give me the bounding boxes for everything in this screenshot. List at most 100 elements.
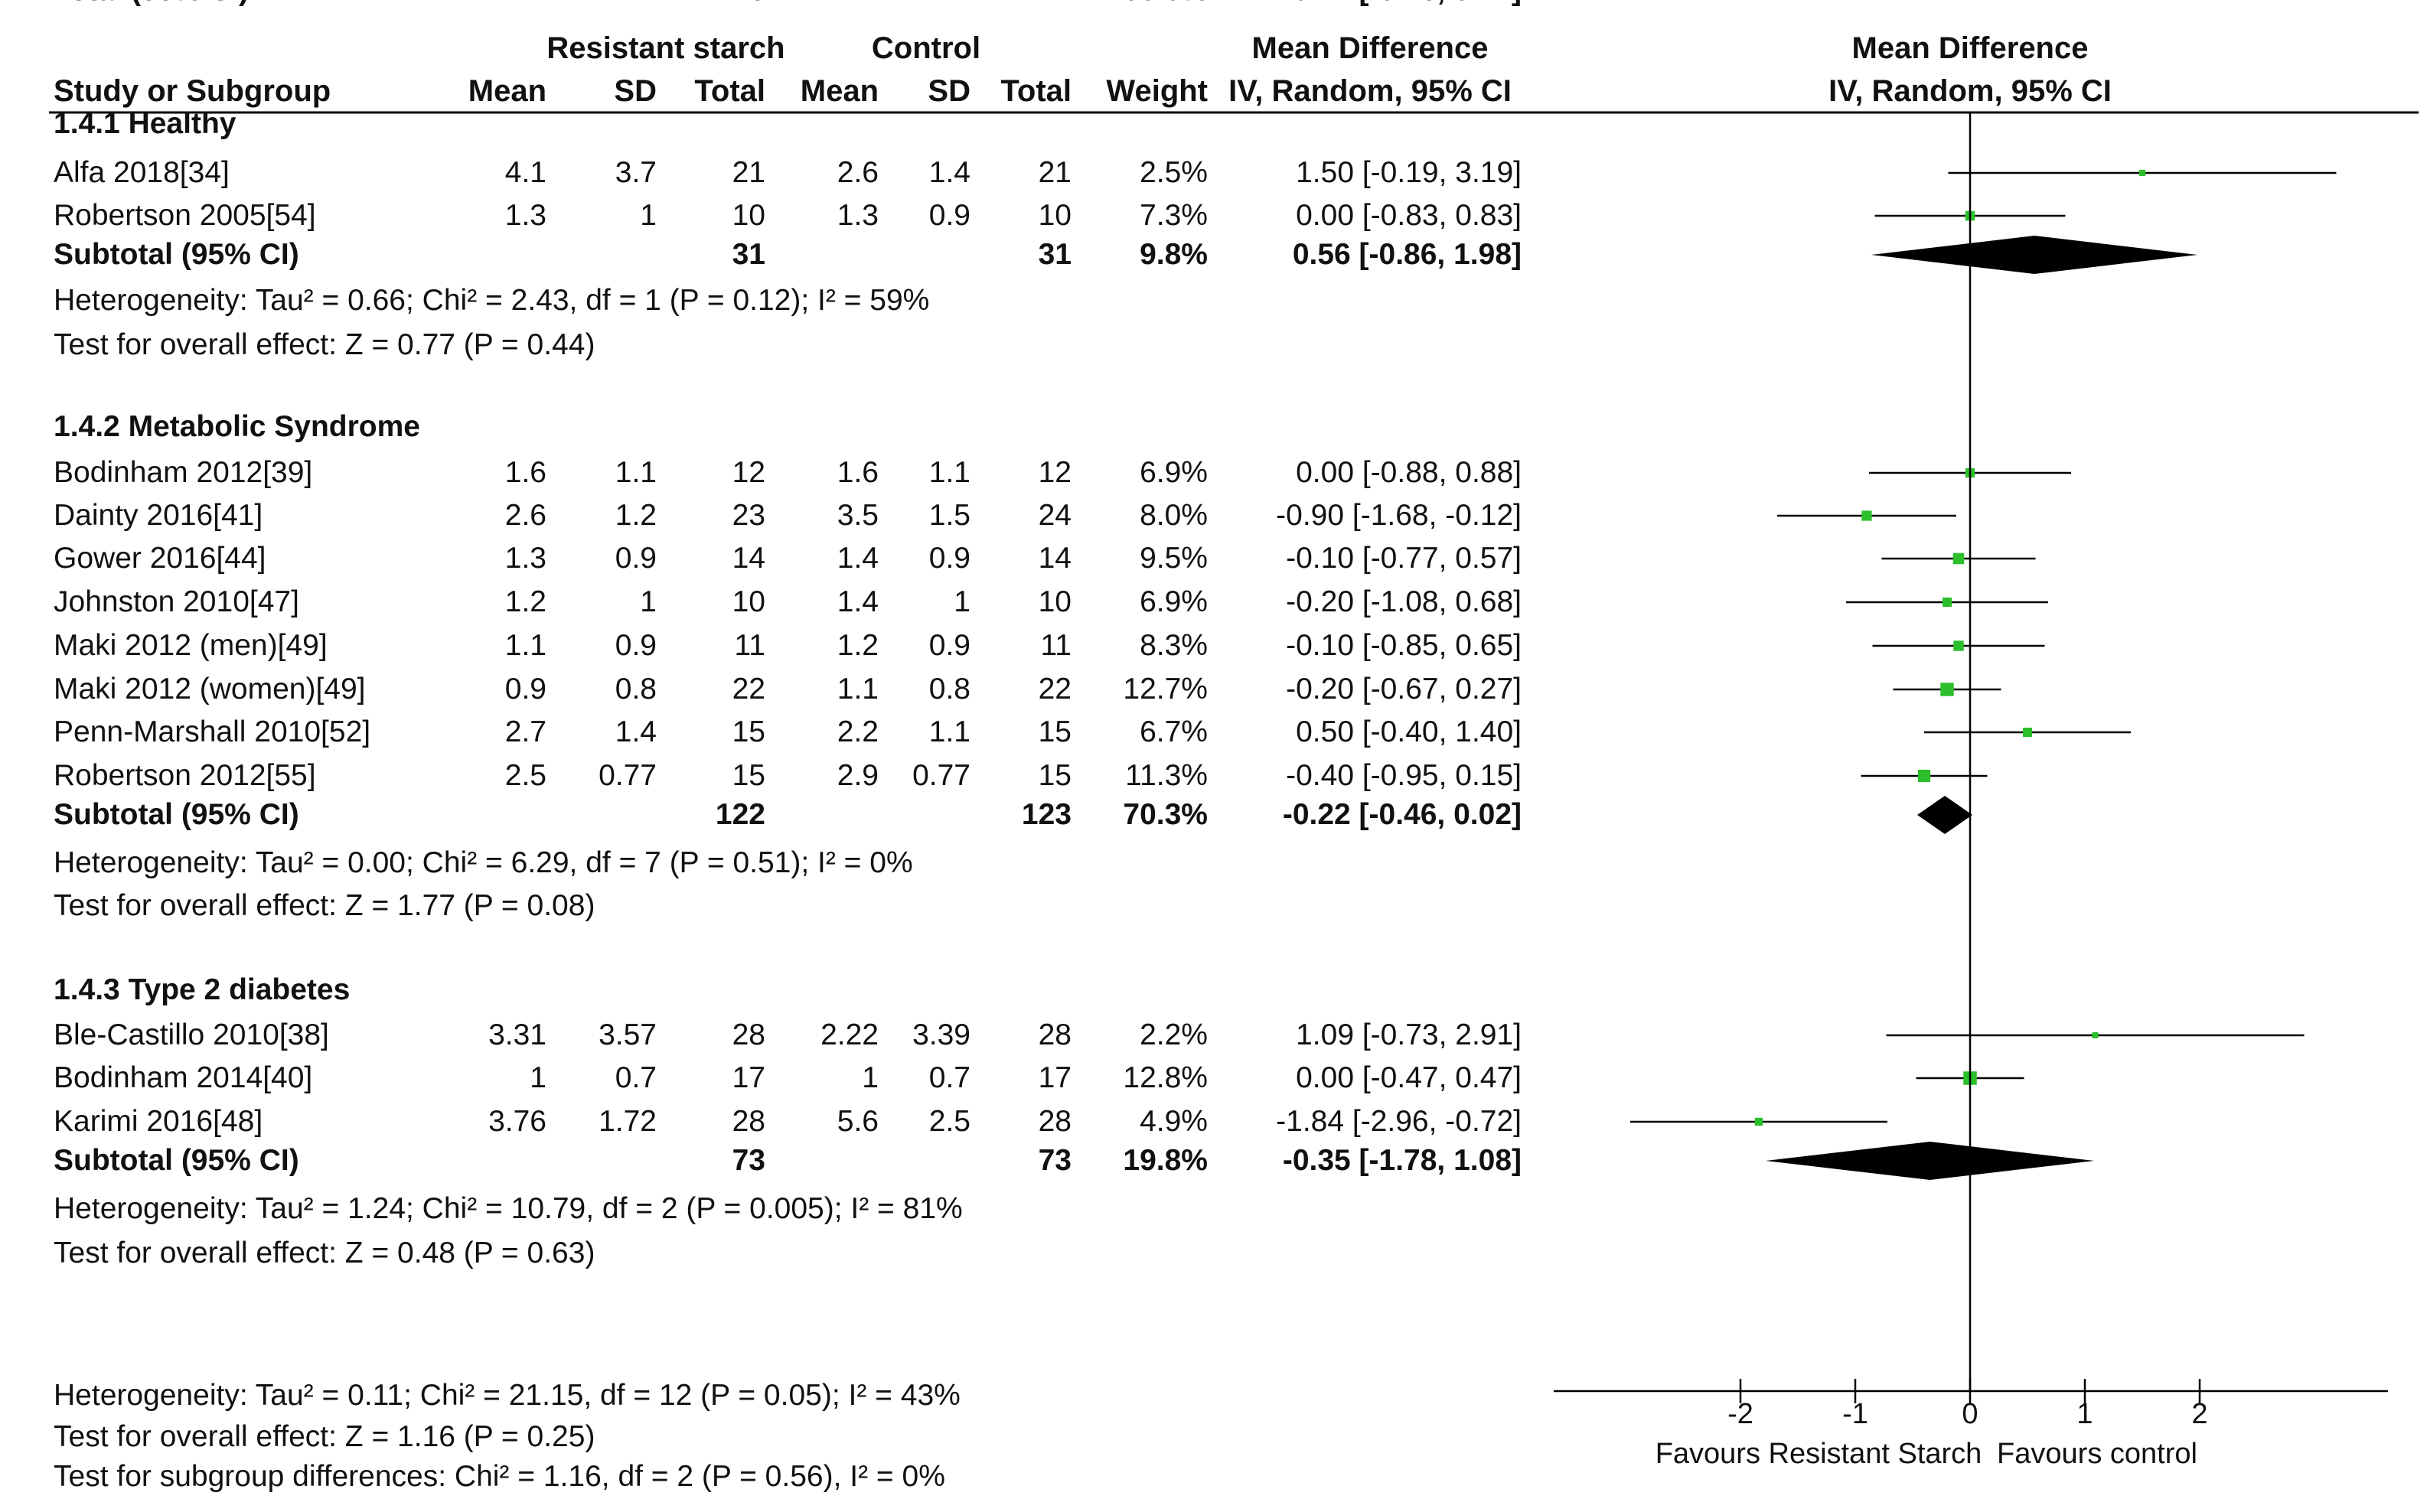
- study-1-2-weight: 9.5%: [1140, 542, 1208, 575]
- total-label: Total (95% CI): [54, 0, 249, 7]
- study-1-6-point: [2022, 727, 2033, 738]
- subtotal-0-label: Subtotal (95% CI): [54, 238, 299, 271]
- x-tick-label-0: -2: [1727, 1398, 1753, 1430]
- study-1-1-mean1: 2.6: [505, 499, 546, 532]
- study-1-6-weight: 6.7%: [1140, 715, 1208, 748]
- subtotal-1-diamond: [1917, 796, 1972, 834]
- header-md-title: Mean Difference: [1252, 31, 1489, 65]
- study-1-3-total2: 10: [1039, 585, 1072, 618]
- study-1-1-mean2: 3.5: [837, 499, 879, 532]
- study-1-7-weight: 11.3%: [1125, 759, 1208, 792]
- study-0-1-mean2: 1.3: [837, 199, 879, 232]
- study-1-4-sd2: 0.9: [929, 629, 970, 662]
- study-1-2-mean2: 1.4: [837, 542, 879, 575]
- study-1-7-sd2: 0.77: [912, 759, 970, 792]
- study-1-0-total2: 12: [1039, 456, 1072, 489]
- study-2-2-ci: -1.84 [-2.96, -0.72]: [1276, 1105, 1522, 1138]
- study-1-5-sd1: 0.8: [615, 673, 657, 705]
- study-1-0-weight: 6.9%: [1140, 456, 1208, 489]
- study-2-2-mean2: 5.6: [837, 1105, 879, 1138]
- study-2-0-weight: 2.2%: [1140, 1018, 1208, 1051]
- header-plot-method: IV, Random, 95% CI: [1828, 74, 2112, 108]
- study-2-0-mean1: 3.31: [488, 1018, 546, 1051]
- study-1-1-sd1: 1.2: [615, 499, 657, 532]
- study-1-3-sd2: 1: [954, 585, 970, 618]
- study-1-0-sd1: 1.1: [615, 456, 657, 489]
- subgroup-2-overall-effect: Test for overall effect: Z = 0.48 (P = 0…: [54, 1237, 595, 1269]
- study-2-1-mean2: 1: [862, 1061, 879, 1094]
- study-2-1-name: Bodinham 2014[40]: [54, 1061, 312, 1094]
- subtotal-1-ci: -0.22 [-0.46, 0.02]: [1283, 798, 1522, 831]
- study-1-7-mean2: 2.9: [837, 759, 879, 792]
- study-1-7-sd1: 0.77: [599, 759, 657, 792]
- subgroup-0-heterogeneity: Heterogeneity: Tau² = 0.66; Chi² = 2.43,…: [54, 284, 929, 317]
- total-weight: 100.0%: [1107, 0, 1208, 7]
- study-2-0-sd2: 3.39: [912, 1018, 970, 1051]
- subtotal-0-total2: 31: [1039, 238, 1072, 271]
- study-1-5-ci: -0.20 [-0.67, 0.27]: [1286, 673, 1522, 705]
- study-1-6-ci: 0.50 [-0.40, 1.40]: [1296, 715, 1522, 748]
- study-1-2-point: [1952, 552, 1965, 565]
- study-1-6-mean2: 2.2: [837, 715, 879, 748]
- study-1-6-total2: 15: [1039, 715, 1072, 748]
- study-1-2-name: Gower 2016[44]: [54, 542, 266, 575]
- subgroup-1-title: 1.4.2 Metabolic Syndrome: [54, 410, 420, 443]
- study-0-1-ci: 0.00 [-0.83, 0.83]: [1296, 199, 1522, 232]
- favours-left-label: Favours Resistant Starch: [1656, 1438, 1982, 1470]
- subtotal-1-weight: 70.3%: [1123, 798, 1208, 831]
- study-1-4-name: Maki 2012 (men)[49]: [54, 629, 328, 662]
- study-1-3-mean2: 1.4: [837, 585, 879, 618]
- subtotal-1-total1: 122: [716, 798, 765, 831]
- study-1-4-mean2: 1.2: [837, 629, 879, 662]
- subtotal-2-weight: 19.8%: [1123, 1144, 1208, 1177]
- study-2-2-sd2: 2.5: [929, 1105, 970, 1138]
- subgroup-2-title: 1.4.3 Type 2 diabetes: [54, 973, 350, 1006]
- header-group1: Resistant starch: [546, 31, 785, 65]
- study-2-0-total1: 28: [732, 1018, 765, 1051]
- study-1-4-weight: 8.3%: [1140, 629, 1208, 662]
- total-note-0: Heterogeneity: Tau² = 0.11; Chi² = 21.15…: [54, 1379, 961, 1412]
- study-1-7-point: [1917, 769, 1931, 783]
- study-1-7-ci: -0.40 [-0.95, 0.15]: [1286, 759, 1522, 792]
- study-1-3-ci: -0.20 [-1.08, 0.68]: [1286, 585, 1522, 618]
- subtotal-1-total2: 123: [1022, 798, 1072, 831]
- study-0-1-sd1: 1: [640, 199, 657, 232]
- study-1-0-name: Bodinham 2012[39]: [54, 456, 312, 489]
- study-2-0-ci: 1.09 [-0.73, 2.91]: [1296, 1018, 1522, 1051]
- study-2-2-point: [1754, 1117, 1763, 1126]
- subtotal-2-total1: 73: [732, 1144, 765, 1177]
- study-1-5-total1: 22: [732, 673, 765, 705]
- study-1-1-weight: 8.0%: [1140, 499, 1208, 532]
- subtotal-2-ci: -0.35 [-1.78, 1.08]: [1283, 1144, 1522, 1177]
- study-0-0-total2: 21: [1039, 156, 1072, 189]
- x-tick-label-1: -1: [1842, 1398, 1868, 1430]
- x-tick-label-2: 0: [1962, 1398, 1978, 1430]
- study-1-1-sd2: 1.5: [929, 499, 970, 532]
- study-1-4-total1: 11: [735, 629, 766, 662]
- study-1-3-total1: 10: [732, 585, 765, 618]
- study-1-7-total1: 15: [732, 759, 765, 792]
- study-1-5-mean1: 0.9: [505, 673, 546, 705]
- study-1-7-total2: 15: [1039, 759, 1072, 792]
- total-total2: 227: [1022, 0, 1072, 7]
- study-1-6-name: Penn-Marshall 2010[52]: [54, 715, 370, 748]
- study-1-0-mean1: 1.6: [505, 456, 546, 489]
- header-md-method: IV, Random, 95% CI: [1228, 74, 1512, 108]
- study-1-1-total2: 24: [1039, 499, 1072, 532]
- study-1-0-mean2: 1.6: [837, 456, 879, 489]
- subtotal-0-weight: 9.8%: [1140, 238, 1208, 271]
- study-0-1-sd2: 0.9: [929, 199, 970, 232]
- total-note-2: Test for subgroup differences: Chi² = 1.…: [54, 1460, 945, 1493]
- study-2-2-sd1: 1.72: [599, 1105, 657, 1138]
- header-mean1: Mean: [468, 74, 546, 108]
- subgroup-0-title: 1.4.1 Healthy: [54, 107, 237, 140]
- subgroup-1-overall-effect: Test for overall effect: Z = 1.77 (P = 0…: [54, 889, 595, 922]
- study-0-0-sd1: 3.7: [615, 156, 657, 189]
- study-1-4-mean1: 1.1: [505, 629, 546, 662]
- header-sd1: SD: [614, 74, 657, 108]
- total-ci: -0.17 [-0.46, 0.12]: [1283, 0, 1522, 7]
- study-1-2-mean1: 1.3: [505, 542, 546, 575]
- study-2-0-sd1: 3.57: [599, 1018, 657, 1051]
- study-1-1-point: [1861, 510, 1872, 521]
- study-0-0-mean1: 4.1: [505, 156, 546, 189]
